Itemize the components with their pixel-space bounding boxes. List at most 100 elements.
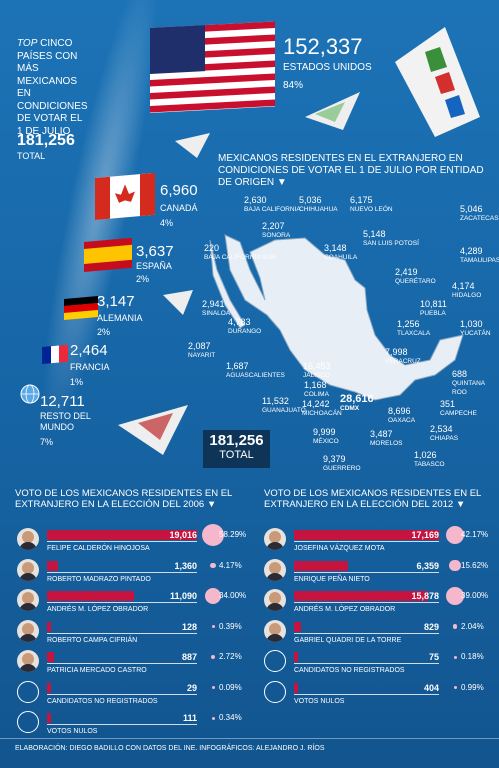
bar-track <box>47 571 197 573</box>
vote-percent: 2.04% <box>461 621 484 631</box>
state-name: JALISCO <box>303 372 331 379</box>
map-total-box: 181,256 TOTAL <box>203 430 270 468</box>
null-vote-icon <box>17 711 39 733</box>
state-label: 1,026 TABASCO <box>414 451 445 469</box>
state-value: 351 <box>440 399 456 409</box>
share-bubble <box>453 686 457 689</box>
france-name: FRANCIA <box>70 362 110 372</box>
vote-percent: 34.00% <box>219 591 247 600</box>
usa-name: ESTADOS UNIDOS <box>283 62 372 73</box>
state-label: 2,941 SINALOA <box>202 300 230 318</box>
state-label: 5,148 SAN LUIS POTOSÍ <box>363 230 419 248</box>
state-value: 2,419 <box>395 267 418 277</box>
state-value: 1,030 <box>460 319 483 329</box>
state-label: 9,379 GUERRERO <box>323 455 361 473</box>
candidate-photo <box>264 619 286 642</box>
state-value: 5,036 <box>299 195 322 205</box>
footer-credit: ELABORACIÓN: DIEGO BADILLO CON DATOS DEL… <box>15 745 325 752</box>
state-value: 16,453 <box>303 361 331 371</box>
state-label: 9,999 MÉXICO <box>313 428 339 446</box>
share-bubble <box>453 655 457 659</box>
vote-percent: 2.72% <box>219 652 242 661</box>
vote-percent: 0.99% <box>461 682 484 692</box>
vote-count: 1,360 <box>174 560 197 571</box>
vote-count: 19,016 <box>169 530 197 540</box>
state-label: 5,036 CHIHUAHUA <box>299 196 338 214</box>
intro-body: CINCO PAÍSES CON MÁS MEXICANOS EN CONDIC… <box>17 38 88 137</box>
usa-value: 152,337 <box>283 34 363 59</box>
share-bubble <box>211 716 215 720</box>
state-label: 2,087 NAYARIT <box>188 342 215 360</box>
candidate-name: PATRICIA MERCADO CASTRO <box>47 667 147 674</box>
state-value: 4,783 <box>228 317 251 327</box>
vote-percent: 0.09% <box>219 682 242 692</box>
state-label: 2,630 BAJA CALIFORNIA <box>244 196 301 214</box>
vote-2012-title: VOTO DE LOS MEXICANOS RESIDENTES EN EL E… <box>264 488 481 510</box>
candidate-photo <box>17 558 39 581</box>
state-name: OAXACA <box>388 417 416 424</box>
vote-count: 15,878 <box>411 591 439 601</box>
state-label: 1,168 COLIMA <box>304 381 329 399</box>
vote-bar <box>294 652 298 662</box>
candidate-name: VOTOS NULOS <box>294 697 345 705</box>
france-flag-icon <box>42 345 68 364</box>
state-value: 5,148 <box>363 229 386 239</box>
state-label: 4,783 DURANGO <box>228 318 261 336</box>
usa-pct: 84% <box>283 80 304 91</box>
bar-track <box>294 632 439 634</box>
spain-value: 3,637 <box>136 243 174 260</box>
vote-count: 11,090 <box>169 591 197 601</box>
intro-total-value: 181,256 <box>17 132 75 149</box>
state-value: 2,534 <box>430 424 453 434</box>
state-name: PUEBLA <box>420 310 446 317</box>
paper-plane-icon <box>175 133 210 158</box>
state-label: 220 BAJA CALIFORNIA SUR <box>204 244 276 262</box>
state-value: 6,175 <box>350 195 373 205</box>
vote-percent: 4.17% <box>219 560 242 570</box>
state-name: HIDALGO <box>452 292 482 299</box>
candidate-name: CANDIDATOS NO REGISTRADOS <box>294 667 405 674</box>
mexico-map <box>209 234 464 401</box>
state-value: 1,168 <box>304 380 327 390</box>
vote-bar <box>47 591 135 601</box>
state-label: 1,256 TLAXCALA <box>397 320 430 338</box>
paper-plane-icon <box>305 92 360 130</box>
vote-count: 111 <box>182 713 197 723</box>
state-label: 688 QUINTANA ROO <box>452 370 499 397</box>
map-total-label: TOTAL <box>219 449 254 461</box>
state-name: SONORA <box>262 232 291 239</box>
vote-percent: 0.18% <box>461 652 484 661</box>
state-value: 3,487 <box>370 429 393 439</box>
state-name: SINALOA <box>202 310 231 317</box>
bar-track <box>294 571 439 573</box>
state-value: 7,998 <box>385 347 408 357</box>
state-label: 4,289 TAMAULIPAS <box>460 247 499 265</box>
share-bubble <box>210 654 216 660</box>
state-name: CHIHUAHUA <box>299 206 338 213</box>
vote-bar <box>294 591 429 601</box>
candidate-name: ENRIQUE PEÑA NIETO <box>294 575 370 583</box>
share-bubble <box>446 587 464 605</box>
canada-pct: 4% <box>160 218 174 228</box>
state-name: ZACATECAS <box>460 215 499 222</box>
vote-count: 75 <box>428 652 439 662</box>
share-bubble <box>211 625 215 628</box>
state-label: 28,616 CDMX <box>340 394 374 413</box>
bar-track <box>294 693 439 695</box>
share-bubble <box>445 525 465 545</box>
bar-track <box>47 663 197 664</box>
share-bubble <box>211 686 215 689</box>
state-label: 1,687 AGUASCALIENTES <box>226 362 285 380</box>
candidate-name: ROBERTO CAMPA CIFRIÁN <box>47 636 138 644</box>
ballot-paper-icon <box>395 27 480 137</box>
state-name: TLAXCALA <box>397 330 431 337</box>
state-name: TABASCO <box>414 461 445 468</box>
vote-bar <box>47 560 58 571</box>
france-pct: 1% <box>70 377 84 387</box>
vote-count: 6,359 <box>416 560 439 571</box>
vote-bar <box>294 682 298 693</box>
map-title: MEXICANOS RESIDENTES EN EL EXTRANJERO EN… <box>218 153 484 188</box>
state-name: QUINTANA ROO <box>452 380 485 396</box>
share-bubble <box>210 562 216 569</box>
